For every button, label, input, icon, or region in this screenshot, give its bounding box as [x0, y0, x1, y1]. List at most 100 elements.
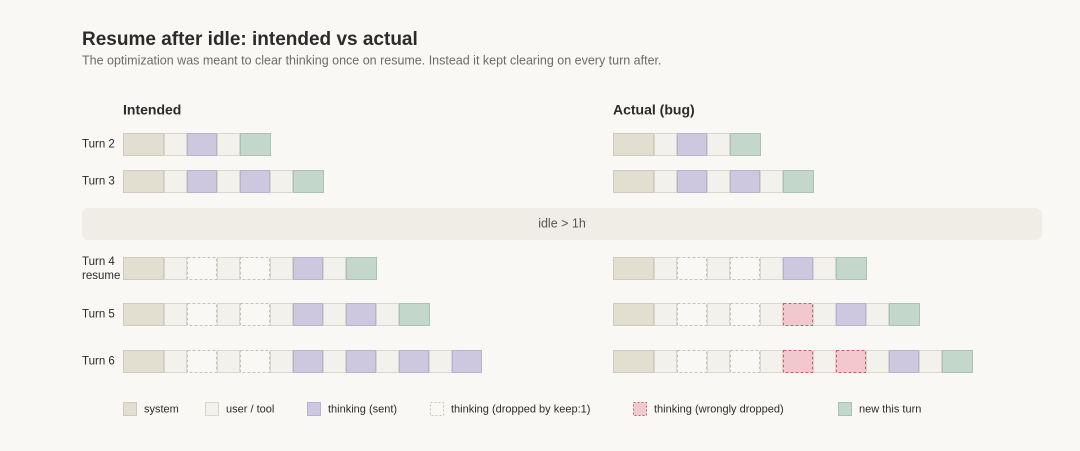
block-dropped — [730, 257, 760, 280]
block-user-tool — [217, 350, 240, 373]
block-user-tool — [164, 350, 187, 373]
subtitle: The optimization was meant to clear thin… — [82, 53, 661, 67]
block-user-tool — [217, 303, 240, 326]
legend-label: thinking (sent) — [328, 403, 397, 415]
block-thinking — [452, 350, 482, 373]
block-thinking — [346, 303, 376, 326]
block-thinking — [677, 170, 707, 193]
block-system — [123, 257, 164, 280]
block-dropped — [677, 303, 707, 326]
block-dropped — [187, 350, 217, 373]
block-user-tool — [217, 170, 240, 193]
row-label: Turn 3 — [82, 176, 115, 188]
block-user-tool — [760, 170, 783, 193]
block-system — [123, 350, 164, 373]
legend-swatch — [307, 402, 321, 416]
block-user-tool — [429, 350, 452, 373]
block-thinking — [293, 257, 323, 280]
block-new — [399, 303, 430, 326]
block-new — [240, 133, 271, 156]
block-dropped — [240, 303, 270, 326]
block-dropped — [187, 257, 217, 280]
legend-label: user / tool — [226, 403, 274, 415]
block-user-tool — [217, 133, 240, 156]
block-user-tool — [376, 303, 399, 326]
block-user-tool — [760, 303, 783, 326]
block-user-tool — [707, 257, 730, 280]
block-user-tool — [866, 350, 889, 373]
row-sublabel: resume — [82, 270, 120, 282]
block-dropped — [240, 257, 270, 280]
block-thinking — [346, 350, 376, 373]
block-user-tool — [813, 350, 836, 373]
block-new — [942, 350, 973, 373]
block-new — [730, 133, 761, 156]
block-user-tool — [654, 170, 677, 193]
idle-label: idle > 1h — [538, 216, 586, 230]
legend-label: system — [144, 403, 179, 415]
block-dropped — [677, 257, 707, 280]
block-thinking — [836, 303, 866, 326]
block-thinking — [783, 257, 813, 280]
block-user-tool — [164, 257, 187, 280]
block-thinking — [889, 350, 919, 373]
block-user-tool — [164, 303, 187, 326]
row-label: Turn 2 — [82, 139, 115, 151]
block-new — [293, 170, 324, 193]
block-thinking — [187, 133, 217, 156]
legend-label: thinking (wrongly dropped) — [654, 403, 784, 415]
block-thinking — [293, 303, 323, 326]
row-label: Turn 6 — [82, 356, 115, 368]
block-user-tool — [707, 350, 730, 373]
block-user-tool — [323, 257, 346, 280]
block-user-tool — [654, 133, 677, 156]
block-user-tool — [270, 257, 293, 280]
block-user-tool — [760, 350, 783, 373]
row-label: Turn 4 — [82, 256, 115, 268]
block-wrongly-dropped — [783, 303, 813, 326]
block-thinking — [677, 133, 707, 156]
block-user-tool — [164, 133, 187, 156]
block-user-tool — [866, 303, 889, 326]
block-wrongly-dropped — [783, 350, 813, 373]
block-system — [123, 303, 164, 326]
block-thinking — [187, 170, 217, 193]
block-user-tool — [813, 303, 836, 326]
block-system — [613, 133, 654, 156]
block-thinking — [399, 350, 429, 373]
block-user-tool — [707, 170, 730, 193]
block-thinking — [293, 350, 323, 373]
block-user-tool — [270, 170, 293, 193]
block-new — [346, 257, 377, 280]
legend-swatch — [838, 402, 852, 416]
block-dropped — [677, 350, 707, 373]
block-system — [613, 170, 654, 193]
block-user-tool — [654, 257, 677, 280]
block-new — [889, 303, 920, 326]
block-dropped — [187, 303, 217, 326]
block-system — [613, 350, 654, 373]
row-label: Turn 5 — [82, 309, 115, 321]
block-user-tool — [654, 350, 677, 373]
column-header: Actual (bug) — [613, 102, 695, 118]
legend-swatch — [633, 402, 647, 416]
block-user-tool — [919, 350, 942, 373]
idle-band — [82, 208, 1042, 240]
block-user-tool — [707, 133, 730, 156]
block-user-tool — [654, 303, 677, 326]
block-wrongly-dropped — [836, 350, 866, 373]
block-user-tool — [376, 350, 399, 373]
block-system — [123, 170, 164, 193]
block-system — [123, 133, 164, 156]
block-dropped — [730, 303, 760, 326]
block-user-tool — [707, 303, 730, 326]
legend-swatch — [205, 402, 219, 416]
legend-label: new this turn — [859, 403, 921, 415]
block-user-tool — [270, 303, 293, 326]
block-thinking — [240, 170, 270, 193]
block-new — [783, 170, 814, 193]
block-user-tool — [323, 303, 346, 326]
block-new — [836, 257, 867, 280]
block-dropped — [240, 350, 270, 373]
